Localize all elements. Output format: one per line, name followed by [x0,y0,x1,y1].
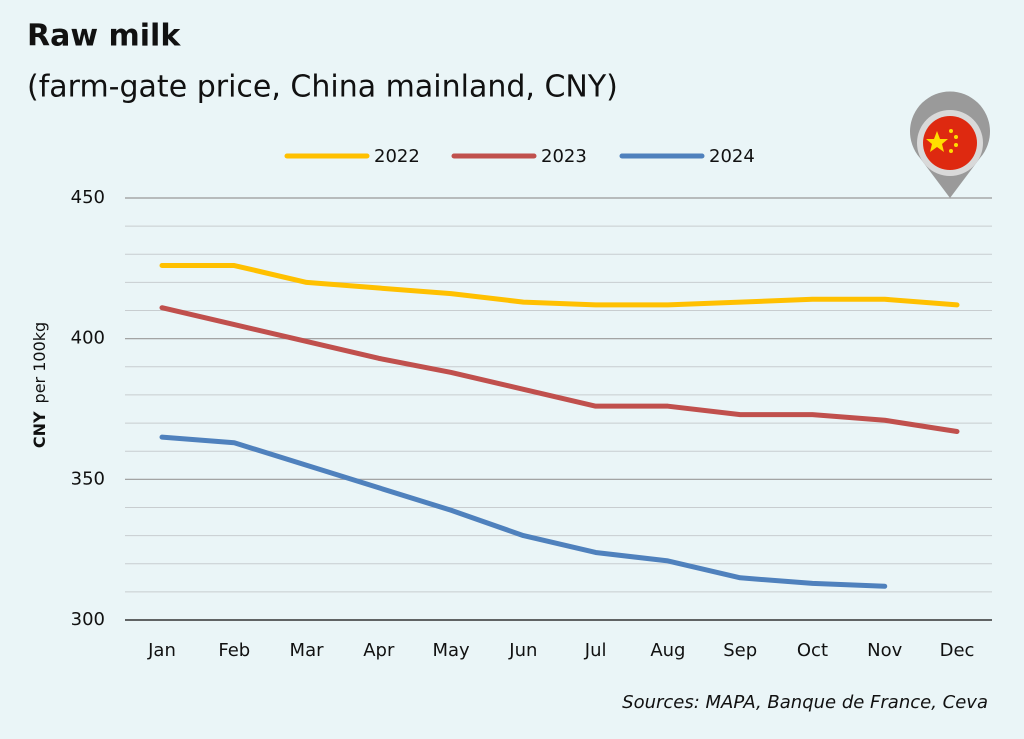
x-tick-label: Jan [147,640,176,661]
legend-label: 2022 [374,146,420,167]
x-tick-label: Jun [508,640,537,661]
x-tick-label: Nov [867,640,902,661]
x-tick-label: Oct [797,640,828,661]
chart-title: Raw milk [27,19,181,54]
y-tick-label: 300 [71,609,105,630]
source: Sources: MAPA, Banque de France, Ceva [622,692,988,713]
x-tick-label: Apr [363,640,395,661]
y-tick-label: 350 [71,468,105,489]
y-label: per 100kg [30,322,49,404]
chart-subtitle: (farm-gate price, China mainland, CNY) [27,70,618,105]
series-line [159,263,960,308]
legend-label: 2024 [709,146,755,167]
x-tick-label: Dec [940,640,975,661]
flag-pin [910,91,991,198]
x-tick-label: Jul [584,640,607,661]
x-tick-label: Feb [218,640,250,661]
x-tick-label: Sep [723,640,757,661]
x-tick-label: May [432,640,470,661]
y-tick-label: 400 [71,328,105,349]
y-tick-label: 450 [71,187,105,208]
series-line [159,434,888,589]
y-unit: CNY [30,411,49,448]
x-tick-label: Aug [650,640,685,661]
legend-label: 2023 [541,146,587,167]
x-tick-label: Mar [290,640,325,661]
y-axis-label: CNY per 100kg [30,322,49,448]
series-line [159,305,960,435]
